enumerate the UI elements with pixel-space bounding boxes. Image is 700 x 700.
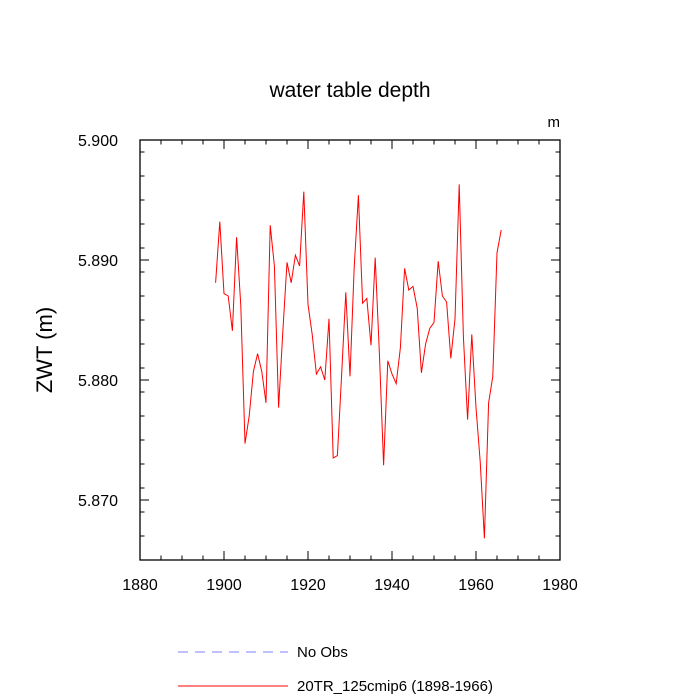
legend: No Obs 20TR_125cmip6 (1898-1966) (178, 644, 493, 695)
x-tick-label: 1880 (122, 577, 158, 594)
y-tick-label: 5.880 (78, 373, 118, 390)
x-tick-label: 1940 (374, 577, 410, 594)
y-axis-label: ZWT (m) (32, 307, 57, 393)
legend-label: No Obs (297, 644, 348, 661)
x-tick-label: 1960 (458, 577, 494, 594)
legend-label: 20TR_125cmip6 (1898-1966) (297, 678, 493, 695)
y-tick-label: 5.890 (78, 253, 118, 270)
plot-area (215, 184, 502, 539)
x-tick-label: 1920 (290, 577, 326, 594)
chart-title: water table depth (268, 79, 430, 102)
y-tick-label: 5.900 (78, 133, 118, 150)
x-tick-label: 1900 (206, 577, 242, 594)
y-tick-label: 5.870 (78, 493, 118, 510)
x-tick-label: 1980 (542, 577, 578, 594)
axis-ticks (139, 139, 561, 560)
plot-frame (139, 139, 561, 561)
series-line (215, 184, 502, 539)
units-label: m (548, 114, 561, 131)
axis-tick-labels: 1880 1900 1920 1940 1960 1980 5.870 5.880 5.890 5… (78, 133, 578, 594)
